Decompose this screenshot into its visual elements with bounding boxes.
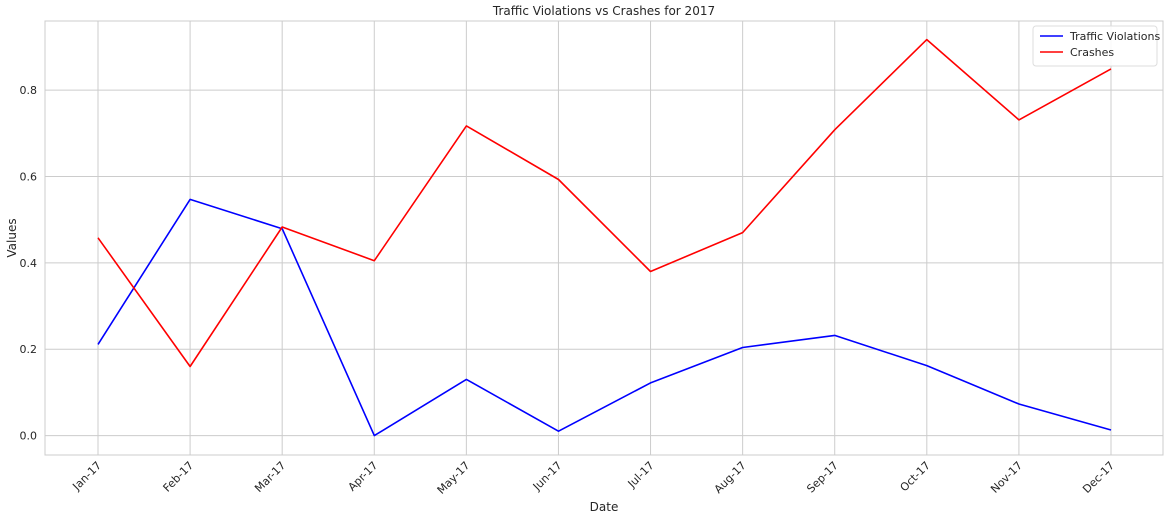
x-tick-label: Jan-17: [70, 459, 105, 494]
y-tick-label: 0.0: [20, 430, 38, 443]
x-tick-label: Sep-17: [804, 459, 841, 496]
x-tick-label: Aug-17: [712, 459, 749, 496]
legend-label-crashes: Crashes: [1070, 46, 1114, 59]
y-tick-label: 0.6: [20, 170, 38, 183]
y-tick-label: 0.8: [20, 84, 38, 97]
y-tick-label: 0.4: [20, 257, 38, 270]
x-tick-label: Mar-17: [252, 459, 288, 495]
x-tick-label: Dec-17: [1080, 459, 1117, 496]
y-tick-label: 0.2: [20, 343, 38, 356]
x-tick-label: Apr-17: [346, 459, 381, 494]
legend: Traffic Violations Crashes: [1033, 26, 1160, 66]
chart-title: Traffic Violations vs Crashes for 2017: [492, 4, 715, 18]
x-tick-label: Feb-17: [161, 459, 197, 495]
x-tick-labels: Jan-17 Feb-17 Mar-17 Apr-17 May-17 Jun-17 Jul-…: [70, 459, 1118, 497]
x-axis-label: Date: [590, 500, 619, 514]
x-tick-label: Oct-17: [898, 459, 933, 494]
x-tick-label: Jul-17: [625, 459, 657, 491]
x-tick-label: Nov-17: [988, 459, 1025, 496]
x-tick-label: May-17: [435, 459, 473, 497]
plot-area: [45, 21, 1163, 455]
y-tick-labels: 0.0 0.2 0.4 0.6 0.8: [20, 84, 38, 442]
legend-label-traffic-violations: Traffic Violations: [1069, 30, 1160, 43]
y-axis-label: Values: [5, 218, 19, 257]
x-tick-label: Jun-17: [530, 459, 565, 494]
